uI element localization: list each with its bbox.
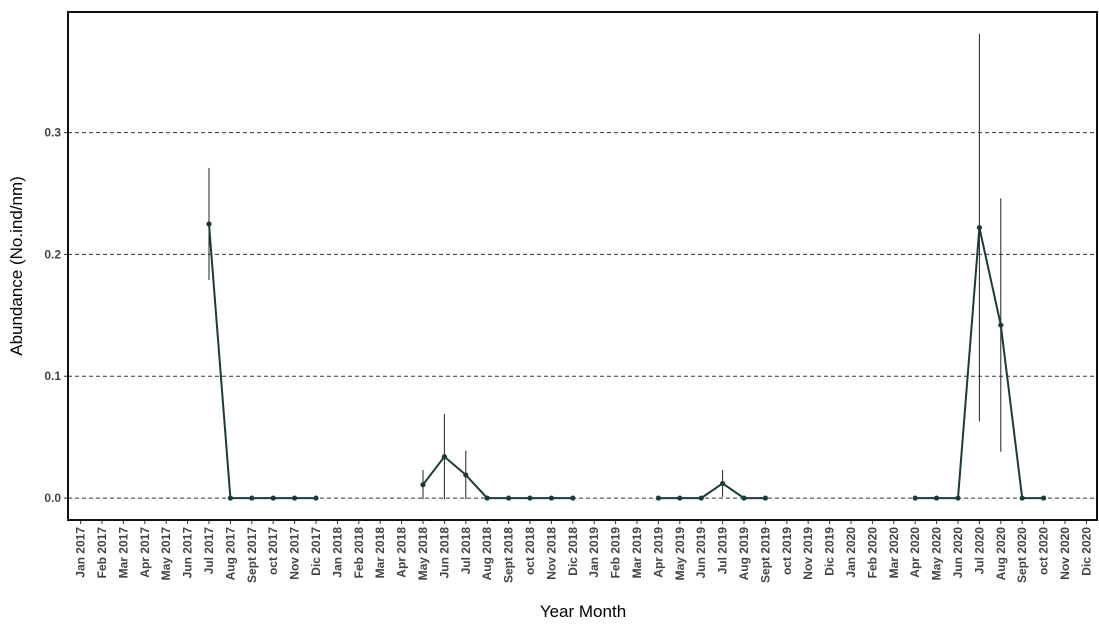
x-tick-label: Apr 2017 <box>138 527 152 578</box>
x-tick-label: Jun 2017 <box>181 527 195 579</box>
data-point <box>762 495 769 501</box>
x-tick-label: May 2020 <box>930 527 944 581</box>
data-point <box>1019 495 1025 501</box>
data-point <box>313 495 319 501</box>
data-point <box>548 495 555 501</box>
x-tick-label: Feb 2019 <box>609 527 623 579</box>
data-point <box>655 495 662 501</box>
data-point <box>934 495 940 501</box>
x-tick-label: Aug 2017 <box>223 527 237 581</box>
y-tick-label: 0.0 <box>44 491 61 505</box>
x-tick-label: Dic 2017 <box>309 527 323 576</box>
x-tick-label: oct 2017 <box>266 527 280 575</box>
x-tick-label: May 2017 <box>159 527 173 581</box>
x-tick-label: Sept 2019 <box>758 527 772 583</box>
x-tick-label: Sept 2020 <box>1015 527 1029 583</box>
x-tick-label: oct 2020 <box>1037 527 1051 575</box>
x-tick-label: Nov 2017 <box>288 527 302 580</box>
x-axis-title: Year Month <box>540 602 626 621</box>
x-tick-label: Mar 2017 <box>116 527 130 579</box>
x-tick-label: Dic 2020 <box>1079 527 1093 576</box>
data-point <box>506 495 512 501</box>
x-tick-label: Dic 2019 <box>823 527 837 576</box>
y-tick-label: 0.1 <box>44 369 61 383</box>
x-tick-label: Jan 2018 <box>330 527 344 578</box>
x-tick-label: Jan 2020 <box>844 527 858 578</box>
data-point <box>249 495 255 501</box>
data-point <box>484 495 490 501</box>
data-point <box>720 480 726 487</box>
x-tick-label: Mar 2019 <box>630 527 644 579</box>
y-axis-title: Abundance (No.ind/nm) <box>7 176 26 356</box>
x-tick-label: May 2018 <box>416 527 430 581</box>
data-point <box>206 221 212 227</box>
x-tick-label: Jul 2018 <box>459 527 473 575</box>
x-tick-label: Dic 2018 <box>566 527 580 576</box>
x-tick-label: Mar 2018 <box>373 527 387 579</box>
x-tick-label: Feb 2017 <box>95 527 109 579</box>
x-tick-label: Jan 2017 <box>74 527 88 578</box>
data-line <box>208 223 1044 500</box>
x-tick-label: Nov 2018 <box>544 527 558 580</box>
data-point <box>955 495 961 501</box>
x-tick-label: Apr 2018 <box>395 527 409 578</box>
data-point <box>998 322 1004 328</box>
x-tick-label: Apr 2020 <box>908 527 922 578</box>
data-point <box>912 495 918 501</box>
data-point <box>270 495 276 501</box>
x-tick-label: Jun 2019 <box>694 527 708 579</box>
data-point <box>677 495 683 501</box>
y-tick-label: 0.3 <box>44 126 61 140</box>
data-point <box>1041 495 1047 501</box>
x-tick-label: Jun 2018 <box>437 527 451 579</box>
plot-frame <box>67 11 1098 521</box>
data-point <box>741 495 747 501</box>
x-tick-label: Aug 2020 <box>994 527 1008 581</box>
x-tick-label: Aug 2018 <box>480 527 494 581</box>
x-tick-label: Feb 2020 <box>865 527 879 579</box>
x-tick-label: Jul 2020 <box>972 527 986 575</box>
data-point <box>698 495 704 501</box>
x-tick-label: Sept 2018 <box>502 527 516 583</box>
x-tick-label: Sept 2017 <box>245 527 259 583</box>
x-tick-label: oct 2018 <box>523 527 537 575</box>
x-tick-label: May 2019 <box>673 527 687 581</box>
x-tick-label: Nov 2019 <box>801 527 815 580</box>
x-tick-label: Apr 2019 <box>651 527 665 578</box>
x-tick-label: Feb 2018 <box>352 527 366 579</box>
data-point <box>420 482 426 488</box>
data-point <box>463 472 469 478</box>
x-tick-label: Mar 2020 <box>887 527 901 579</box>
x-tick-label: Jun 2020 <box>951 527 965 579</box>
x-tick-label: Jul 2017 <box>202 527 216 575</box>
x-tick-label: Jan 2019 <box>587 527 601 578</box>
data-point <box>976 225 983 231</box>
data-point <box>441 454 447 460</box>
x-tick-label: oct 2019 <box>780 527 794 575</box>
data-point <box>227 495 233 501</box>
data-point <box>570 495 576 501</box>
data-point <box>292 495 298 501</box>
x-tick-label: Jul 2019 <box>716 527 730 575</box>
data-point <box>527 495 533 501</box>
y-tick-label: 0.2 <box>44 247 61 261</box>
x-tick-label: Aug 2019 <box>737 527 751 581</box>
x-tick-label: Nov 2020 <box>1058 527 1072 580</box>
